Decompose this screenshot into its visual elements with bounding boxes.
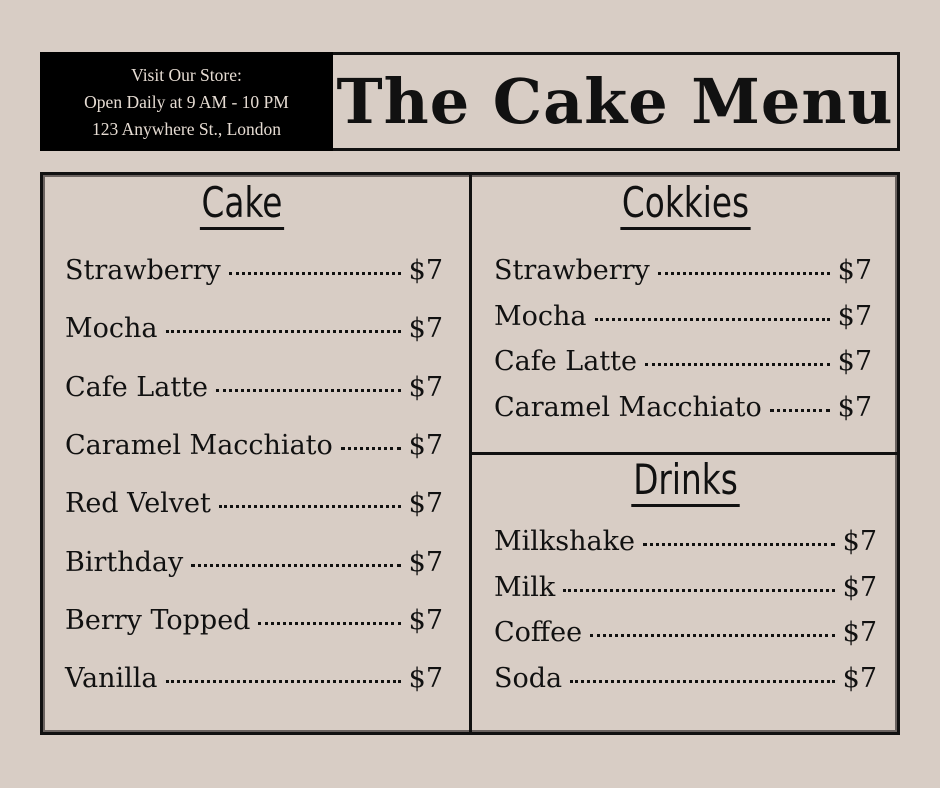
dot-leader <box>563 588 835 592</box>
item-name: Strawberry <box>494 255 650 286</box>
dot-leader <box>340 446 401 450</box>
dot-leader <box>191 563 401 567</box>
title-box: The Cake Menu <box>333 52 900 151</box>
cake-heading: Cake <box>84 178 399 230</box>
item-price: $7 <box>842 617 877 649</box>
dot-leader <box>657 272 830 275</box>
cake-menu-item: Vanilla $7 <box>65 663 443 694</box>
item-price: $7 <box>837 392 872 424</box>
item-name: Milk <box>494 571 556 603</box>
cake-menu-item: Mocha $7 <box>65 313 443 344</box>
drinks-menu-item: Milkshake $7 <box>494 526 877 557</box>
dot-leader <box>642 543 835 546</box>
section-divider <box>471 452 900 455</box>
cookies-menu-item: Strawberry $7 <box>494 255 872 286</box>
dot-leader <box>590 634 835 638</box>
item-price: $7 <box>842 526 877 557</box>
cake-menu-item: Berry Topped $7 <box>65 605 443 636</box>
cake-menu-item: Caramel Macchiato $7 <box>65 430 443 461</box>
drinks-menu-item: Soda $7 <box>494 663 877 694</box>
cookies-menu-item: Mocha $7 <box>494 301 872 332</box>
drinks-menu-item: Coffee $7 <box>494 617 877 648</box>
item-price: $7 <box>408 371 443 403</box>
column-divider <box>469 172 472 735</box>
item-name: Soda <box>494 663 563 695</box>
item-name: Caramel Macchiato <box>494 392 762 424</box>
dot-leader <box>570 680 835 684</box>
item-name: Caramel Macchiato <box>65 429 333 461</box>
item-name: Cafe Latte <box>494 346 638 378</box>
drinks-menu-item: Milk $7 <box>494 572 877 603</box>
item-price: $7 <box>408 429 443 461</box>
item-name: Strawberry <box>65 255 221 286</box>
item-name: Mocha <box>494 300 587 332</box>
item-name: Milkshake <box>494 526 635 557</box>
dot-leader <box>228 272 401 275</box>
item-price: $7 <box>408 313 443 345</box>
item-price: $7 <box>408 663 443 695</box>
item-price: $7 <box>408 488 443 520</box>
dot-leader <box>769 409 830 413</box>
cake-menu-item: Birthday $7 <box>65 547 443 578</box>
cookies-heading: Cokkies <box>518 178 853 230</box>
store-info-heading: Visit Our Store: <box>131 65 242 85</box>
item-name: Vanilla <box>65 663 158 695</box>
item-price: $7 <box>842 571 877 603</box>
item-price: $7 <box>837 346 872 378</box>
cookies-menu-item: Caramel Macchiato $7 <box>494 392 872 423</box>
item-name: Berry Topped <box>65 604 251 636</box>
dot-leader <box>645 363 830 367</box>
store-info-panel: Visit Our Store: Open Daily at 9 AM - 10… <box>40 52 333 151</box>
store-address: 123 Anywhere St., London <box>91 119 282 139</box>
item-name: Red Velvet <box>65 488 211 520</box>
item-name: Coffee <box>494 617 583 649</box>
store-hours: Open Daily at 9 AM - 10 PM <box>84 92 289 112</box>
drinks-heading: Drinks <box>518 455 853 507</box>
dot-leader <box>218 505 401 509</box>
item-price: $7 <box>837 300 872 332</box>
item-name: Birthday <box>65 546 184 578</box>
item-name: Cafe Latte <box>65 371 209 403</box>
cake-menu-item: Cafe Latte $7 <box>65 372 443 403</box>
item-price: $7 <box>837 255 872 286</box>
dot-leader <box>258 621 401 625</box>
item-price: $7 <box>408 604 443 636</box>
item-price: $7 <box>408 546 443 578</box>
cookies-menu-item: Cafe Latte $7 <box>494 346 872 377</box>
item-name: Mocha <box>65 313 158 345</box>
menu-title: The Cake Menu <box>336 65 894 138</box>
cake-menu-item: Strawberry $7 <box>65 255 443 286</box>
dot-leader <box>594 317 830 321</box>
item-price: $7 <box>408 255 443 286</box>
dot-leader <box>165 680 401 684</box>
item-price: $7 <box>842 663 877 695</box>
dot-leader <box>165 330 401 334</box>
dot-leader <box>216 388 401 392</box>
cake-menu-item: Red Velvet $7 <box>65 488 443 519</box>
